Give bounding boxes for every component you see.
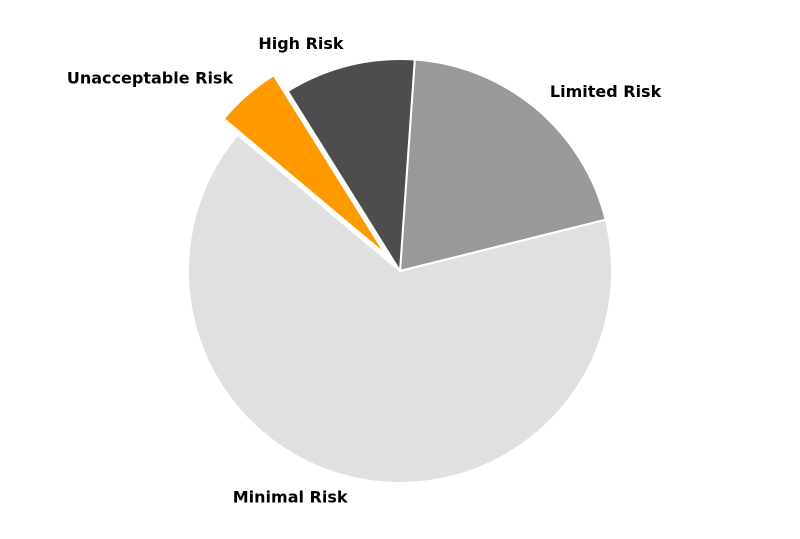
pie-labels: Limited Risk Minimal Risk Unacceptable Ris… xyxy=(67,34,662,506)
pie-slices xyxy=(187,58,613,484)
pie-label-high-risk: High Risk xyxy=(258,34,344,53)
pie-slice-limited-risk xyxy=(399,58,607,272)
pie-label-minimal-risk: Minimal Risk xyxy=(233,488,348,507)
pie-slice-high-risk xyxy=(286,58,416,272)
pie-label-unacceptable-risk: Unacceptable Risk xyxy=(67,69,234,88)
pie-slice-unacceptable-risk xyxy=(222,74,388,256)
pie-label-limited-risk: Limited Risk xyxy=(550,82,662,101)
pie-slice-minimal-risk xyxy=(187,133,613,484)
